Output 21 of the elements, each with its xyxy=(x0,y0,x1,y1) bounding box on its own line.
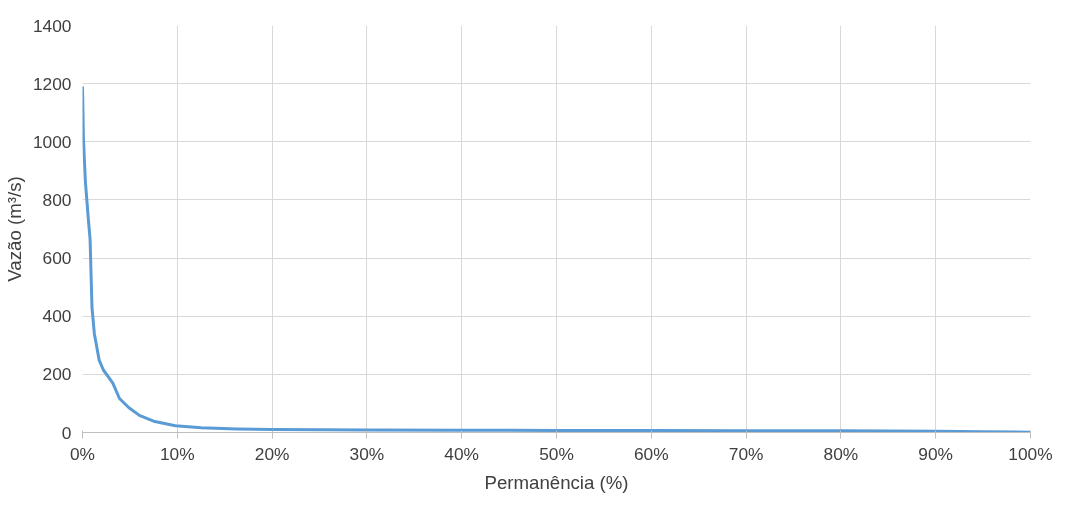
y-tick-label: 200 xyxy=(42,364,72,385)
y-tick-label: 400 xyxy=(42,306,72,327)
x-axis-title: Permanência (%) xyxy=(484,471,629,493)
x-tick-label: 20% xyxy=(254,443,290,464)
y-tick-label: 600 xyxy=(42,248,72,269)
y-tick-label: 0 xyxy=(61,422,72,443)
y-axis-title: Vazão (m³/s) xyxy=(3,176,25,282)
x-tick-label: 10% xyxy=(159,443,195,464)
y-tick-label: 1200 xyxy=(32,73,72,94)
x-tick-label: 40% xyxy=(444,443,480,464)
y-tick-label: 800 xyxy=(42,189,72,210)
x-tick-label: 100% xyxy=(1008,443,1053,464)
x-tick-label: 70% xyxy=(728,443,764,464)
y-tick-label: 1000 xyxy=(32,131,72,152)
x-tick-label: 80% xyxy=(823,443,859,464)
x-tick-label: 60% xyxy=(633,443,669,464)
x-tick-label: 50% xyxy=(539,443,574,464)
x-tick-label: 30% xyxy=(349,443,385,464)
y-tick-label: 1400 xyxy=(32,15,72,36)
x-tick-label: 90% xyxy=(918,443,954,464)
x-tick-label: 0% xyxy=(69,443,96,464)
